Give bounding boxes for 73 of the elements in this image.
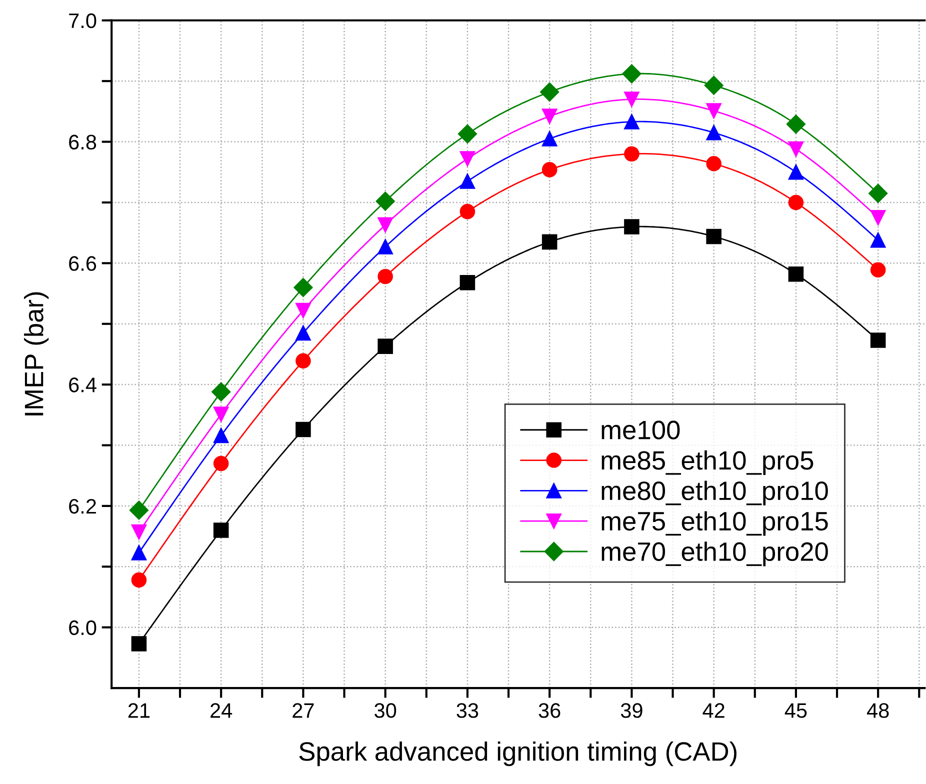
point <box>542 162 558 178</box>
point <box>296 422 311 438</box>
x-tick-label: 24 <box>210 703 232 718</box>
x-tick-label: 36 <box>538 703 560 718</box>
x-tick-label: 39 <box>620 703 642 718</box>
point <box>213 522 229 538</box>
x-tick-label: 27 <box>292 703 314 718</box>
point <box>213 406 229 422</box>
point <box>706 125 722 140</box>
point <box>460 151 476 166</box>
point <box>870 262 886 278</box>
point <box>788 141 804 157</box>
point <box>213 456 229 472</box>
y-tick-label: 6.0 <box>69 620 96 636</box>
point <box>212 382 231 402</box>
point <box>129 500 148 520</box>
point <box>542 131 558 146</box>
y-tick-label: 6.8 <box>69 134 96 150</box>
point <box>460 274 476 290</box>
legend-label: me85_eth10_pro5 <box>602 450 814 475</box>
point <box>786 114 806 134</box>
x-tick-label: 48 <box>866 703 889 718</box>
point <box>213 428 229 444</box>
point <box>296 302 311 318</box>
point <box>378 217 393 233</box>
y-tick-label: 6.6 <box>69 256 96 271</box>
point <box>622 64 642 84</box>
point <box>540 82 560 102</box>
y-axis-title: IMEP (bar) <box>24 292 49 416</box>
y-tick-label: 6.4 <box>69 378 96 392</box>
point <box>296 325 311 341</box>
x-tick-label: 33 <box>456 703 478 718</box>
legend-label: me75_eth10_pro15 <box>602 511 828 536</box>
point <box>460 204 476 220</box>
y-tick-label: 6.2 <box>69 498 96 514</box>
point <box>870 232 886 248</box>
point <box>458 124 477 144</box>
point <box>131 545 147 560</box>
y-tick-label: 7.0 <box>69 13 96 28</box>
point <box>624 92 640 107</box>
point <box>460 174 476 189</box>
x-tick-label: 45 <box>784 703 807 718</box>
point <box>870 210 886 226</box>
point <box>706 228 722 244</box>
point <box>376 192 395 211</box>
point <box>624 114 640 130</box>
point <box>868 184 888 203</box>
legend-label: me100 <box>602 420 680 440</box>
point <box>706 103 722 118</box>
x-tick-label: 21 <box>128 703 150 718</box>
point <box>788 164 804 180</box>
point <box>294 278 313 297</box>
point <box>131 572 147 588</box>
point <box>296 353 311 369</box>
point <box>788 194 804 210</box>
point <box>706 156 722 172</box>
point <box>870 332 886 348</box>
point <box>624 146 640 162</box>
point <box>378 239 393 254</box>
point <box>131 636 147 652</box>
point <box>788 266 804 282</box>
point <box>378 268 393 284</box>
point <box>704 76 724 95</box>
point <box>624 219 640 234</box>
x-axis-title: Spark advanced ignition timing (CAD) <box>299 741 736 766</box>
x-tick-label: 42 <box>702 703 724 718</box>
point <box>131 524 147 540</box>
point <box>378 338 393 354</box>
point <box>542 234 558 250</box>
legend-label: me70_eth10_pro20 <box>602 542 828 566</box>
point <box>542 108 558 124</box>
x-tick-label: 30 <box>374 703 396 718</box>
legend-label: me80_eth10_pro10 <box>602 480 828 506</box>
